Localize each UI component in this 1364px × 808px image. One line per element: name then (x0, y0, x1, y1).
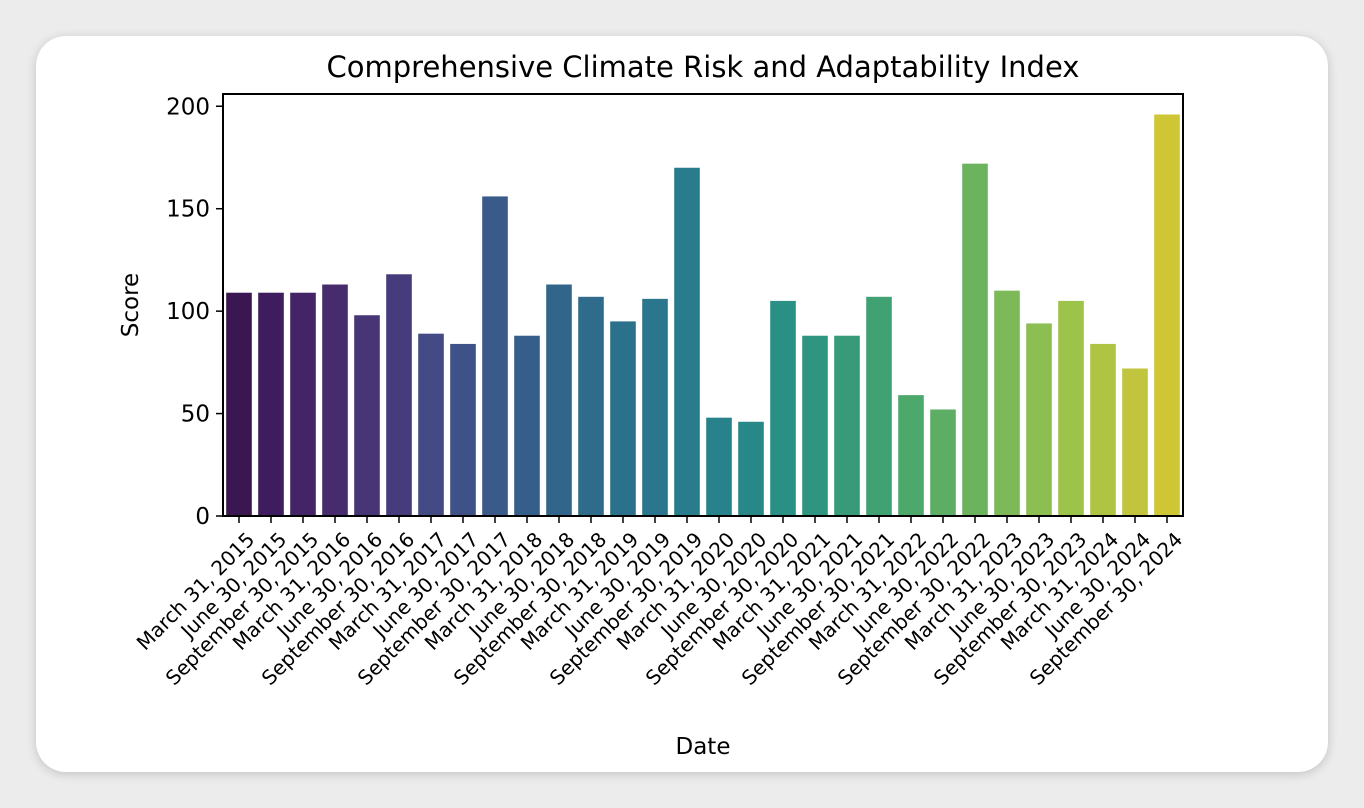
bar (866, 296, 892, 516)
bar (354, 315, 380, 516)
bar (770, 300, 796, 516)
chart-card: Comprehensive Climate Risk and Adaptabil… (36, 36, 1328, 772)
chart-title: Comprehensive Climate Risk and Adaptabil… (327, 50, 1080, 84)
x-axis-label: Date (676, 734, 731, 760)
bar (386, 274, 412, 516)
bar (706, 417, 732, 516)
bar (1058, 300, 1084, 516)
bar (642, 298, 668, 516)
y-ticks-group: 0 50 100 150 200 (166, 94, 223, 530)
y-axis-label: Score (118, 273, 144, 337)
bar (1026, 323, 1052, 516)
bar (1090, 343, 1116, 516)
bars-group (226, 114, 1180, 517)
bar (546, 284, 572, 516)
bar (226, 292, 252, 516)
bar (450, 343, 476, 516)
bar (1154, 114, 1180, 516)
bar (738, 421, 764, 516)
plot-frame (222, 93, 1184, 517)
bar (802, 335, 828, 516)
bar-chart: Comprehensive Climate Risk and Adaptabil… (118, 50, 1187, 760)
bar (578, 296, 604, 516)
bar (1122, 368, 1148, 516)
bar (994, 290, 1020, 516)
bar (514, 335, 540, 516)
bar (962, 163, 988, 516)
y-tick-label: 150 (166, 197, 210, 223)
y-tick-label: 0 (195, 504, 210, 530)
bar (898, 395, 924, 516)
bar (674, 167, 700, 517)
y-tick-label: 50 (181, 402, 210, 428)
bar (322, 284, 348, 516)
bar (258, 292, 284, 516)
bar (482, 196, 508, 516)
bar (418, 333, 444, 516)
bar (290, 292, 316, 516)
bar (834, 335, 860, 516)
y-tick-label: 100 (166, 299, 210, 325)
bar (930, 409, 956, 516)
y-tick-label: 200 (166, 94, 210, 120)
bar (610, 321, 636, 516)
